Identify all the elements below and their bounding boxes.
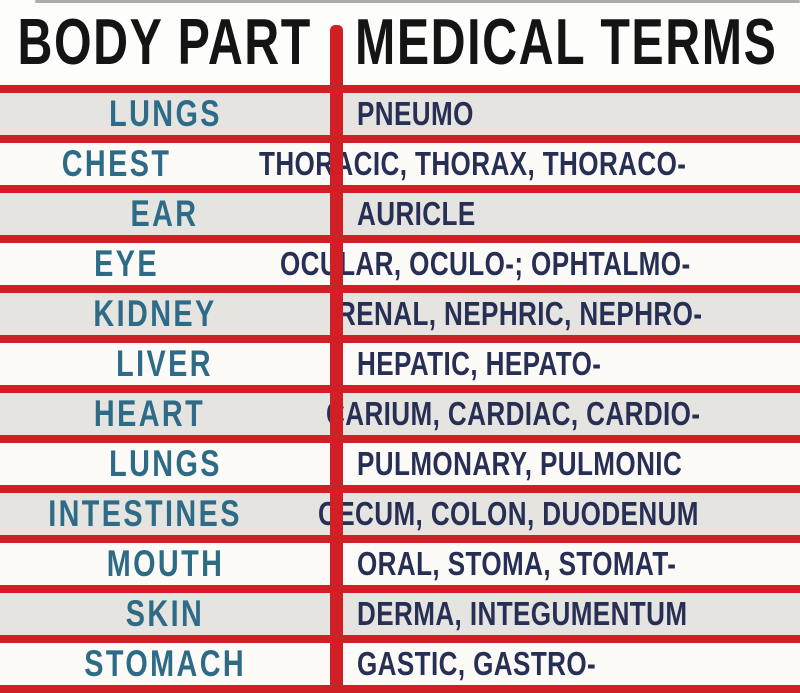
medical-terms-cell: CARIUM, CARDIAC, CARDIO- xyxy=(312,395,800,433)
table-row: LUNGS PNEUMO xyxy=(0,85,800,135)
table-row: INTESTINES CECUM, COLON, DUODENUM xyxy=(0,485,800,535)
table-row: CHEST THORACIC, THORAX, THORACO- xyxy=(0,135,800,185)
body-part-label: STOMACH xyxy=(84,642,246,685)
medical-terms-label: AURICLE xyxy=(357,194,476,233)
bottom-ruled-line xyxy=(0,685,800,693)
medical-terms-label: OCULAR, OCULO-; OPHTALMO- xyxy=(280,244,691,283)
column-divider-line xyxy=(330,25,343,692)
body-part-cell: LUNGS xyxy=(0,93,343,135)
table-row: HEART CARIUM, CARDIAC, CARDIO- xyxy=(0,385,800,435)
medical-terms-cell: GASTIC, GASTRO- xyxy=(343,645,800,683)
medical-terms-label: CARIUM, CARDIAC, CARDIO- xyxy=(326,394,701,433)
body-part-cell: MOUTH xyxy=(0,543,343,585)
body-part-label: SKIN xyxy=(125,592,205,635)
medical-terms-cell: RENAL, NEPHRIC, NEPHRO- xyxy=(323,295,800,333)
medical-terms-label: GASTIC, GASTRO- xyxy=(357,644,597,683)
body-part-cell: CHEST xyxy=(0,143,245,185)
body-part-cell: EYE xyxy=(0,243,266,285)
body-part-cell: EAR xyxy=(0,193,343,235)
medical-terms-cell: CECUM, COLON, DUODENUM xyxy=(304,495,800,533)
table-body: LUNGS PNEUMO CHEST THORACIC, THORAX, THO… xyxy=(0,85,800,685)
table-row: MOUTH ORAL, STOMA, STOMAT- xyxy=(0,535,800,585)
top-edge-line xyxy=(35,0,800,3)
table-row: KIDNEY RENAL, NEPHRIC, NEPHRO- xyxy=(0,285,800,335)
medical-terms-label: HEPATIC, HEPATO- xyxy=(357,344,602,383)
table-row: STOMACH GASTIC, GASTRO- xyxy=(0,635,800,685)
body-part-cell: HEART xyxy=(0,393,312,435)
medical-terms-label: DERMA, INTEGUMENTUM xyxy=(357,594,688,633)
body-part-cell: LIVER xyxy=(0,343,343,385)
body-part-cell: KIDNEY xyxy=(0,293,323,335)
medical-terms-label: CECUM, COLON, DUODENUM xyxy=(317,494,699,533)
body-part-label: LUNGS xyxy=(108,92,222,135)
medical-terms-cell: THORACIC, THORAX, THORACO- xyxy=(245,145,800,183)
column-header-medical-terms: MEDICAL TERMS xyxy=(343,6,800,79)
body-part-cell: LUNGS xyxy=(0,443,343,485)
medical-terms-cell: OCULAR, OCULO-; OPHTALMO- xyxy=(266,245,800,283)
medical-terms-cell: ORAL, STOMA, STOMAT- xyxy=(343,545,800,583)
body-part-label: HEART xyxy=(93,392,206,435)
body-part-label: INTESTINES xyxy=(48,492,243,535)
column-header-medical-terms-label: MEDICAL TERMS xyxy=(355,6,778,79)
table-row: EAR AURICLE xyxy=(0,185,800,235)
body-part-label: MOUTH xyxy=(106,542,224,585)
medical-terms-label: THORACIC, THORAX, THORACO- xyxy=(259,144,687,183)
body-part-label: EYE xyxy=(94,242,160,285)
medical-terms-cell: PULMONARY, PULMONIC xyxy=(343,445,800,483)
medical-terms-cell: PNEUMO xyxy=(343,95,800,133)
medical-terms-cell: HEPATIC, HEPATO- xyxy=(343,345,800,383)
medical-terms-label: ORAL, STOMA, STOMAT- xyxy=(357,544,677,583)
table-header-row: BODY PART MEDICAL TERMS xyxy=(0,0,800,85)
medical-terms-cell: AURICLE xyxy=(343,195,800,233)
body-part-label: LIVER xyxy=(116,342,214,385)
table-row: SKIN DERMA, INTEGUMENTUM xyxy=(0,585,800,635)
body-part-label: EAR xyxy=(130,192,199,235)
body-part-label: LUNGS xyxy=(108,442,222,485)
column-header-body-part: BODY PART xyxy=(0,6,343,79)
column-header-body-part-label: BODY PART xyxy=(17,6,313,79)
body-part-label: KIDNEY xyxy=(93,292,217,335)
body-part-cell: SKIN xyxy=(0,593,343,635)
table-row: LIVER HEPATIC, HEPATO- xyxy=(0,335,800,385)
medical-terms-label: PULMONARY, PULMONIC xyxy=(357,444,683,483)
body-part-cell: INTESTINES xyxy=(0,493,304,535)
medical-terms-label: PNEUMO xyxy=(357,94,474,133)
table-row: LUNGS PULMONARY, PULMONIC xyxy=(0,435,800,485)
table-row: EYE OCULAR, OCULO-; OPHTALMO- xyxy=(0,235,800,285)
body-part-label: CHEST xyxy=(61,142,171,185)
body-part-cell: STOMACH xyxy=(0,643,343,685)
medical-terms-cell: DERMA, INTEGUMENTUM xyxy=(343,595,800,633)
medical-terms-label: RENAL, NEPHRIC, NEPHRO- xyxy=(337,294,703,333)
